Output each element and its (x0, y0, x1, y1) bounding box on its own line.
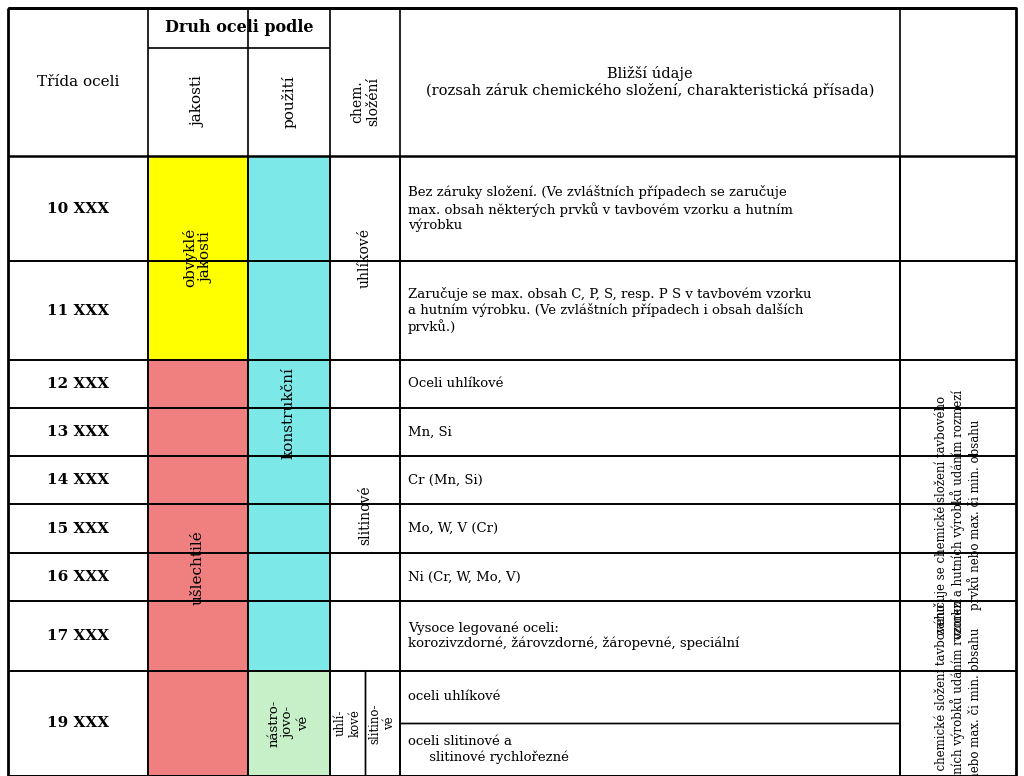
Text: Mo, W, V (Cr): Mo, W, V (Cr) (408, 522, 498, 535)
Text: Vysoce legované oceli:
korozivzdorné, žárovzdorné, žáropevné, speciální: Vysoce legované oceli: korozivzdorné, žá… (408, 622, 739, 650)
Text: oceli slitinové a
     slitinové rychlořezné: oceli slitinové a slitinové rychlořezné (408, 736, 569, 764)
Text: Mn, Si: Mn, Si (408, 425, 452, 438)
Bar (248, 156, 330, 670)
Text: 16 XXX: 16 XXX (47, 570, 110, 584)
Text: zaručuje se chemické složení tavbového
vzorku a hutních výrobků udáním rozmezí
p: zaručuje se chemické složení tavbového v… (934, 390, 982, 640)
Text: Druh oceli podle: Druh oceli podle (165, 19, 313, 36)
Text: 14 XXX: 14 XXX (47, 473, 110, 487)
Text: slitinové: slitinové (358, 485, 372, 545)
Text: zaručuje se chemické složení tavbového
vzorku a hutních výrobků udáním rozmezí
p: zaručuje se chemické složení tavbového v… (934, 598, 982, 776)
Text: 12 XXX: 12 XXX (47, 377, 109, 391)
Text: použití: použití (282, 76, 297, 128)
Text: 15 XXX: 15 XXX (47, 521, 109, 535)
Text: 10 XXX: 10 XXX (47, 202, 110, 216)
Text: konstrukční: konstrukční (282, 367, 296, 459)
Text: Bližší údaje
(rozsah záruk chemického složení, charakteristická přísada): Bližší údaje (rozsah záruk chemického sl… (426, 66, 874, 99)
Text: nástro-
jovo-
vé: nástro- jovo- vé (267, 700, 310, 747)
Bar (148, 156, 248, 360)
Text: Zaručuje se max. obsah C, P, S, resp. P S v tavbovém vzorku
a hutním výrobku. (V: Zaručuje se max. obsah C, P, S, resp. P … (408, 287, 811, 334)
Text: oceli uhlíkové: oceli uhlíkové (408, 691, 501, 703)
Text: obvyklé
jakosti: obvyklé jakosti (182, 228, 214, 287)
Text: Oceli uhlíkové: Oceli uhlíkové (408, 377, 504, 390)
Text: jakosti: jakosti (191, 77, 205, 127)
Text: chem.
složéní: chem. složéní (350, 78, 380, 126)
Bar (148, 360, 248, 776)
Text: uhlíkové: uhlíkové (358, 228, 372, 288)
Text: Ni (Cr, W, Mo, V): Ni (Cr, W, Mo, V) (408, 570, 521, 584)
Text: slitino-
vé: slitino- vé (369, 703, 396, 743)
Bar (248, 670, 330, 776)
Text: 13 XXX: 13 XXX (47, 425, 110, 439)
Text: Cr (Mn, Si): Cr (Mn, Si) (408, 474, 482, 487)
Text: 17 XXX: 17 XXX (47, 629, 110, 643)
Text: 19 XXX: 19 XXX (47, 716, 110, 730)
Text: ušlechtilé: ušlechtilé (191, 531, 205, 605)
Text: uhlí-
kové: uhlí- kové (334, 709, 361, 737)
Text: Třída oceli: Třída oceli (37, 75, 119, 89)
Text: 11 XXX: 11 XXX (47, 303, 110, 317)
Text: Bez záruky složení. (Ve zvláštních případech se zaručuje
max. obsah některých pr: Bez záruky složení. (Ve zvláštních přípa… (408, 185, 793, 232)
